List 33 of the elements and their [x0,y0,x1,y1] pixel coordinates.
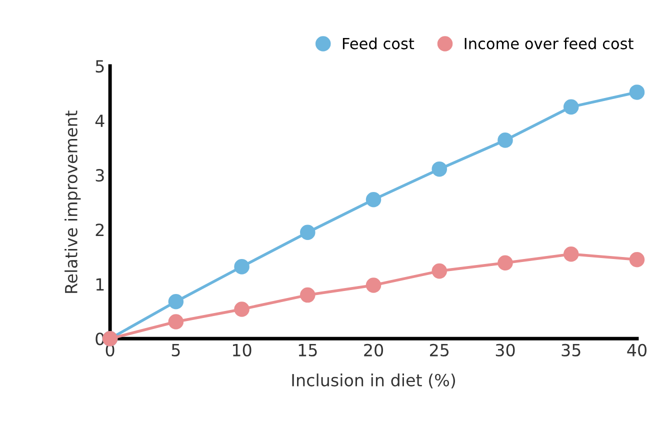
y-tick-label: 3 [96,169,104,182]
point [234,259,250,274]
point [234,302,250,317]
point [432,161,448,177]
y-axis-title: Relative improvement [64,110,81,293]
point [432,263,448,279]
y-tick-label: 2 [96,224,104,236]
x-axis-title: Inclusion in diet (%) [292,374,456,388]
y-tick-label: 5 [96,60,104,73]
x-tick-label: 35 [562,344,580,356]
point [366,192,382,208]
x-tick-label: 5 [172,344,180,356]
x-tick-label: 40 [627,344,646,356]
x-tick-label: 15 [298,344,317,356]
point [498,255,513,271]
point [498,132,513,148]
point [168,294,184,310]
point [629,252,645,268]
legend-label: Income over feed cost [464,37,634,50]
point [366,278,382,293]
x-tick-label: 10 [233,344,252,356]
legend-label: Feed cost [342,37,414,50]
y-tick-label: 4 [95,114,104,127]
y-tick-label: 1 [96,278,104,290]
x-tick-label: 20 [364,344,384,356]
x-tick-label: 25 [430,344,449,356]
point [168,314,184,330]
point [563,246,579,262]
x-tick-label: 30 [496,344,515,356]
point [300,224,316,240]
point [300,287,316,303]
point [629,84,645,100]
point [563,99,579,115]
